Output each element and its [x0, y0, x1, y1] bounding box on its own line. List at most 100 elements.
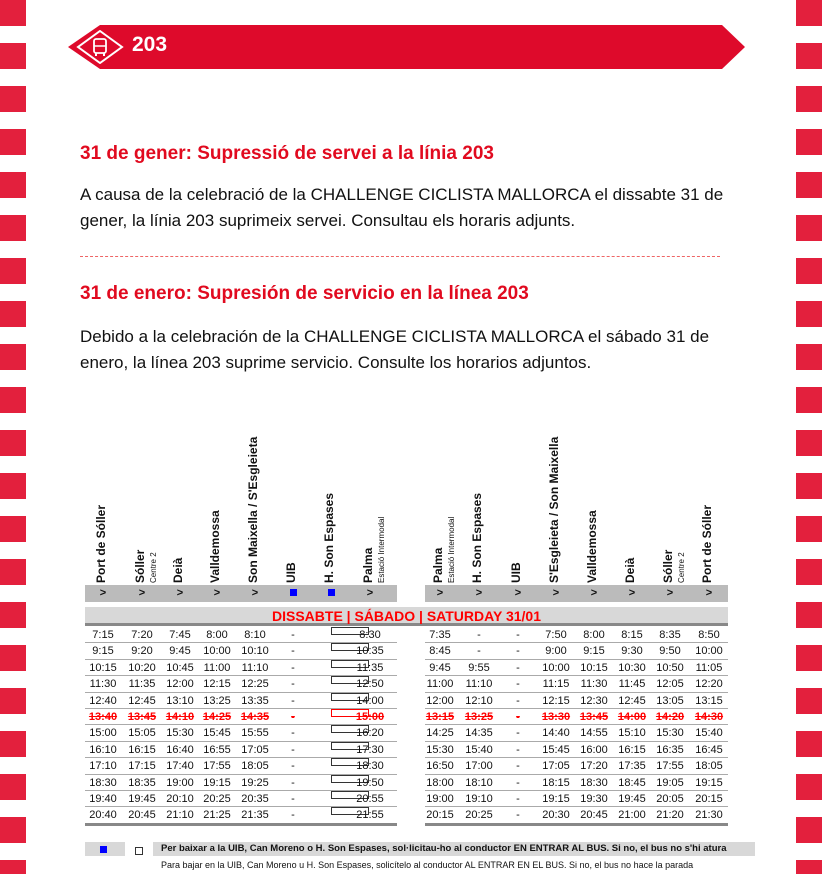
stop-name: Valldemossa: [585, 510, 599, 583]
stop-name: H. Son Espases: [470, 492, 484, 583]
time-cell: 12:40: [89, 694, 117, 707]
time-cell: 12:45: [128, 694, 156, 707]
stop-header: Palma Estació Intermodal: [431, 495, 458, 583]
time-cell: 16:55: [203, 743, 231, 756]
time-cell: 16:00: [580, 743, 608, 756]
time-cell: 15:30: [426, 743, 454, 756]
cancelled-trip-row: 13:40 13:45 14:10 14:25 14:35 - 15:00: [85, 708, 397, 726]
table-row: 12:00 12:10 - 12:15 12:30 12:45 13:05 13:15: [425, 693, 728, 709]
time-cell: -: [291, 776, 295, 789]
time-cell: -: [477, 645, 481, 658]
time-cell: 16:15: [128, 743, 156, 756]
stop-header: Port de Sóller: [94, 495, 108, 583]
time-cell: 10:00: [695, 645, 723, 658]
table-row: 19:40 19:45 20:10 20:25 20:35 - 20:55: [85, 790, 397, 808]
time-cell: 15:30: [656, 727, 684, 740]
time-cell: -: [291, 710, 295, 723]
time-cell: 17:40: [166, 760, 194, 773]
time-cell: 11:00: [426, 678, 454, 691]
time-cell: 8:15: [621, 629, 643, 641]
time-cell: 17:35: [618, 760, 646, 773]
time-cell: -: [516, 678, 520, 691]
time-cell: 20:45: [580, 809, 608, 822]
time-cell: -: [291, 760, 295, 773]
direction-row: > > > > > > > >: [425, 585, 728, 602]
time-cell: 12:20: [695, 678, 723, 691]
time-cell: -: [291, 661, 295, 674]
time-cell: 12:10: [465, 694, 493, 707]
time-cell: -: [516, 727, 520, 740]
time-cell: 20:25: [465, 809, 493, 822]
time-cell: 16:45: [695, 743, 723, 756]
left-stripe-border: [0, 0, 26, 874]
time-cell: 13:30: [541, 710, 571, 723]
direction-arrow: >: [475, 587, 483, 599]
stop-name: H. Son Espases: [322, 492, 336, 583]
day-label: DISSABTE | SÁBADO | SATURDAY 31/01: [85, 607, 728, 626]
time-cell: 20:10: [166, 792, 194, 805]
time-cell: 18:00: [426, 776, 454, 789]
stop-name: Son Maixella / S'Esgleieta: [246, 436, 260, 583]
time-cell: 11:10: [465, 678, 493, 691]
time-cell: 19:10: [465, 792, 493, 805]
time-cell: 16:15: [618, 743, 646, 756]
time-cell: 19:45: [618, 792, 646, 805]
table-row: 10:15 10:20 10:45 11:00 11:10 - 11:35: [85, 659, 397, 677]
time-cell: -: [516, 694, 520, 707]
time-cell: -: [291, 792, 295, 805]
stop-name: S'Esgleieta / Son Maixella: [547, 436, 561, 583]
time-cell: 15:45: [203, 727, 231, 740]
time-cell: 8:45: [429, 645, 451, 658]
direction-arrow: >: [590, 587, 598, 599]
time-cell: 10:35: [356, 645, 384, 658]
time-cell: 17:05: [241, 743, 269, 756]
stop-header: Port de Sóller: [700, 495, 714, 583]
stop-name: Valldemossa: [208, 510, 222, 583]
time-cell: 13:10: [166, 694, 194, 707]
time-cell: -: [516, 629, 520, 641]
time-cell: -: [516, 743, 520, 756]
notice-title-spanish: 31 de enero: Supresión de servicio en la…: [80, 283, 529, 304]
time-cell: 16:40: [166, 743, 194, 756]
stop-header: UIB: [509, 495, 523, 583]
direction-arrow: >: [705, 587, 713, 599]
time-cell: 12:15: [203, 678, 231, 691]
notice-body-spanish: Debido a la celebración de la CHALLENGE …: [80, 327, 710, 372]
time-cell: 9:50: [659, 645, 681, 658]
stop-header: H. Son Espases: [470, 492, 484, 583]
time-cell: 18:05: [241, 760, 269, 773]
time-cell: -: [291, 678, 295, 691]
time-cell: 11:35: [128, 678, 156, 691]
time-cell: 11:15: [542, 678, 570, 691]
direction-arrow: >: [552, 587, 560, 599]
table-row: 16:10 16:15 16:40 16:55 17:05 - 17:30: [85, 741, 397, 759]
stop-name: Port de Sóller: [94, 504, 108, 583]
time-cell: 14:10: [165, 710, 195, 723]
time-cell: 7:35: [429, 629, 451, 641]
time-cell: 9:55: [468, 661, 490, 674]
time-cell: 14:35: [465, 727, 493, 740]
stop-header: UIB: [284, 495, 298, 583]
time-cell: 9:00: [545, 645, 567, 658]
time-cell: 13:15: [425, 710, 455, 723]
time-cell: 8:10: [244, 629, 266, 641]
legend-text-catalan: Per baixar a la UIB, Can Moreno o H. Son…: [161, 843, 727, 854]
time-cell: 20:35: [241, 792, 269, 805]
time-cell: 20:25: [203, 792, 231, 805]
stop-name: Palma: [361, 547, 375, 583]
time-cell: 18:30: [580, 776, 608, 789]
time-cell: 11:10: [241, 661, 269, 674]
stop-header: Palma Estació Intermodal: [361, 495, 388, 583]
time-cell: 21:20: [656, 809, 684, 822]
time-cell: 10:45: [166, 661, 194, 674]
time-cell: 14:30: [694, 710, 724, 723]
time-cell: 8:00: [583, 629, 605, 641]
time-cell: 16:50: [426, 760, 454, 773]
table-row: 20:15 20:25 - 20:30 20:45 21:00 21:20 21:30: [425, 807, 728, 824]
time-cell: 21:00: [618, 809, 646, 822]
time-cell: 19:45: [128, 792, 156, 805]
table-row: 14:25 14:35 - 14:40 14:55 15:10 15:30 15:40: [425, 725, 728, 742]
time-cell: 15:00: [355, 710, 385, 723]
time-cell: 13:05: [656, 694, 684, 707]
stop-header: Deià: [171, 495, 185, 583]
